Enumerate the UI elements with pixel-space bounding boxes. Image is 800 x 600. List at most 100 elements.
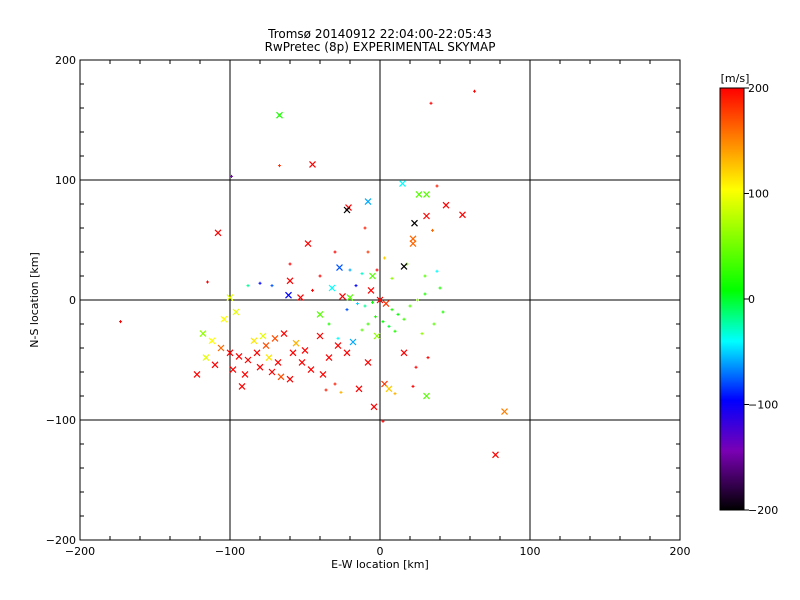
data-point — [435, 269, 439, 273]
plus-marker — [333, 250, 337, 254]
data-point — [256, 363, 264, 371]
y-tick-label: 100 — [55, 174, 76, 187]
data-point — [307, 366, 315, 374]
cross-marker — [268, 368, 276, 376]
data-point — [208, 337, 216, 345]
cross-marker — [211, 361, 219, 369]
data-point — [360, 272, 364, 276]
cross-marker — [256, 363, 264, 371]
cross-marker — [423, 212, 430, 220]
data-point — [382, 300, 390, 308]
data-point — [426, 356, 430, 360]
cross-marker — [316, 310, 324, 318]
data-point — [423, 392, 430, 400]
data-point — [364, 358, 372, 366]
plus-marker — [318, 274, 322, 278]
plus-marker — [324, 388, 328, 392]
cross-marker — [280, 330, 288, 338]
plus-marker — [435, 184, 439, 188]
cross-marker — [334, 342, 342, 350]
data-point — [289, 349, 297, 357]
data-point — [343, 206, 351, 214]
data-point — [441, 310, 445, 314]
data-point — [238, 382, 246, 390]
data-point — [393, 392, 397, 396]
data-point — [286, 375, 294, 383]
data-point — [285, 291, 292, 299]
data-point — [381, 419, 385, 423]
plus-marker — [345, 308, 349, 312]
x-tick-label: 200 — [670, 545, 691, 558]
colorbar-tick-label: −100 — [748, 399, 778, 412]
cross-marker — [411, 219, 418, 227]
cross-marker — [286, 277, 294, 285]
data-point — [278, 164, 281, 168]
data-point — [325, 354, 333, 362]
plus-marker — [381, 320, 385, 324]
data-point — [355, 385, 363, 393]
y-tick-label: 200 — [55, 54, 76, 67]
plus-marker — [374, 315, 377, 319]
data-point — [414, 365, 418, 369]
data-point — [327, 322, 331, 326]
data-point — [370, 403, 378, 411]
cross-marker — [501, 408, 508, 416]
plus-marker — [288, 262, 292, 266]
cross-marker — [235, 352, 243, 360]
data-point — [262, 342, 270, 350]
data-point — [336, 264, 343, 272]
data-point — [193, 370, 201, 378]
data-point — [492, 451, 499, 459]
cross-marker — [492, 451, 499, 459]
plus-marker — [363, 304, 367, 308]
data-point — [271, 334, 279, 342]
plus-marker — [339, 390, 343, 394]
data-point — [250, 337, 258, 345]
cross-marker — [369, 272, 376, 280]
data-point — [381, 320, 385, 324]
plus-marker — [420, 332, 424, 336]
data-point — [343, 349, 351, 357]
plus-marker — [230, 174, 233, 178]
cross-marker — [229, 366, 237, 374]
colorbar-tick-label: −200 — [748, 504, 778, 517]
cross-marker — [336, 264, 343, 272]
data-point — [383, 256, 386, 260]
cross-marker — [232, 308, 240, 316]
data-point — [367, 286, 375, 294]
data-point — [311, 288, 314, 292]
colorbar-gradient — [719, 87, 745, 511]
cross-marker — [385, 385, 393, 393]
cross-marker — [276, 111, 283, 119]
data-point — [346, 294, 354, 302]
plus-marker — [348, 268, 352, 272]
plus-marker — [381, 419, 385, 423]
plus-marker — [429, 101, 433, 105]
data-point — [431, 228, 434, 232]
data-point — [235, 352, 243, 360]
data-point — [423, 212, 430, 220]
cross-marker — [214, 229, 222, 237]
cross-marker — [202, 354, 210, 362]
data-point — [390, 276, 394, 280]
plus-marker — [416, 298, 419, 302]
y-axis-label: N-S location [km] — [28, 252, 41, 348]
x-tick-label: −100 — [215, 545, 245, 558]
plus-marker — [375, 268, 379, 272]
plus-marker — [402, 317, 406, 321]
plus-marker — [387, 324, 391, 328]
cross-marker — [367, 286, 375, 294]
data-point — [501, 408, 508, 416]
cross-marker — [292, 339, 300, 347]
data-point — [360, 328, 364, 332]
cross-marker — [343, 349, 351, 357]
cross-marker — [271, 334, 279, 342]
cross-marker — [199, 330, 207, 338]
data-point — [438, 286, 442, 290]
data-point — [374, 315, 377, 319]
x-tick-label: 0 — [377, 545, 384, 558]
plus-marker — [473, 89, 476, 93]
cross-marker — [325, 354, 333, 362]
colorbar-tick-label: 100 — [748, 188, 769, 201]
plus-marker — [390, 276, 394, 280]
